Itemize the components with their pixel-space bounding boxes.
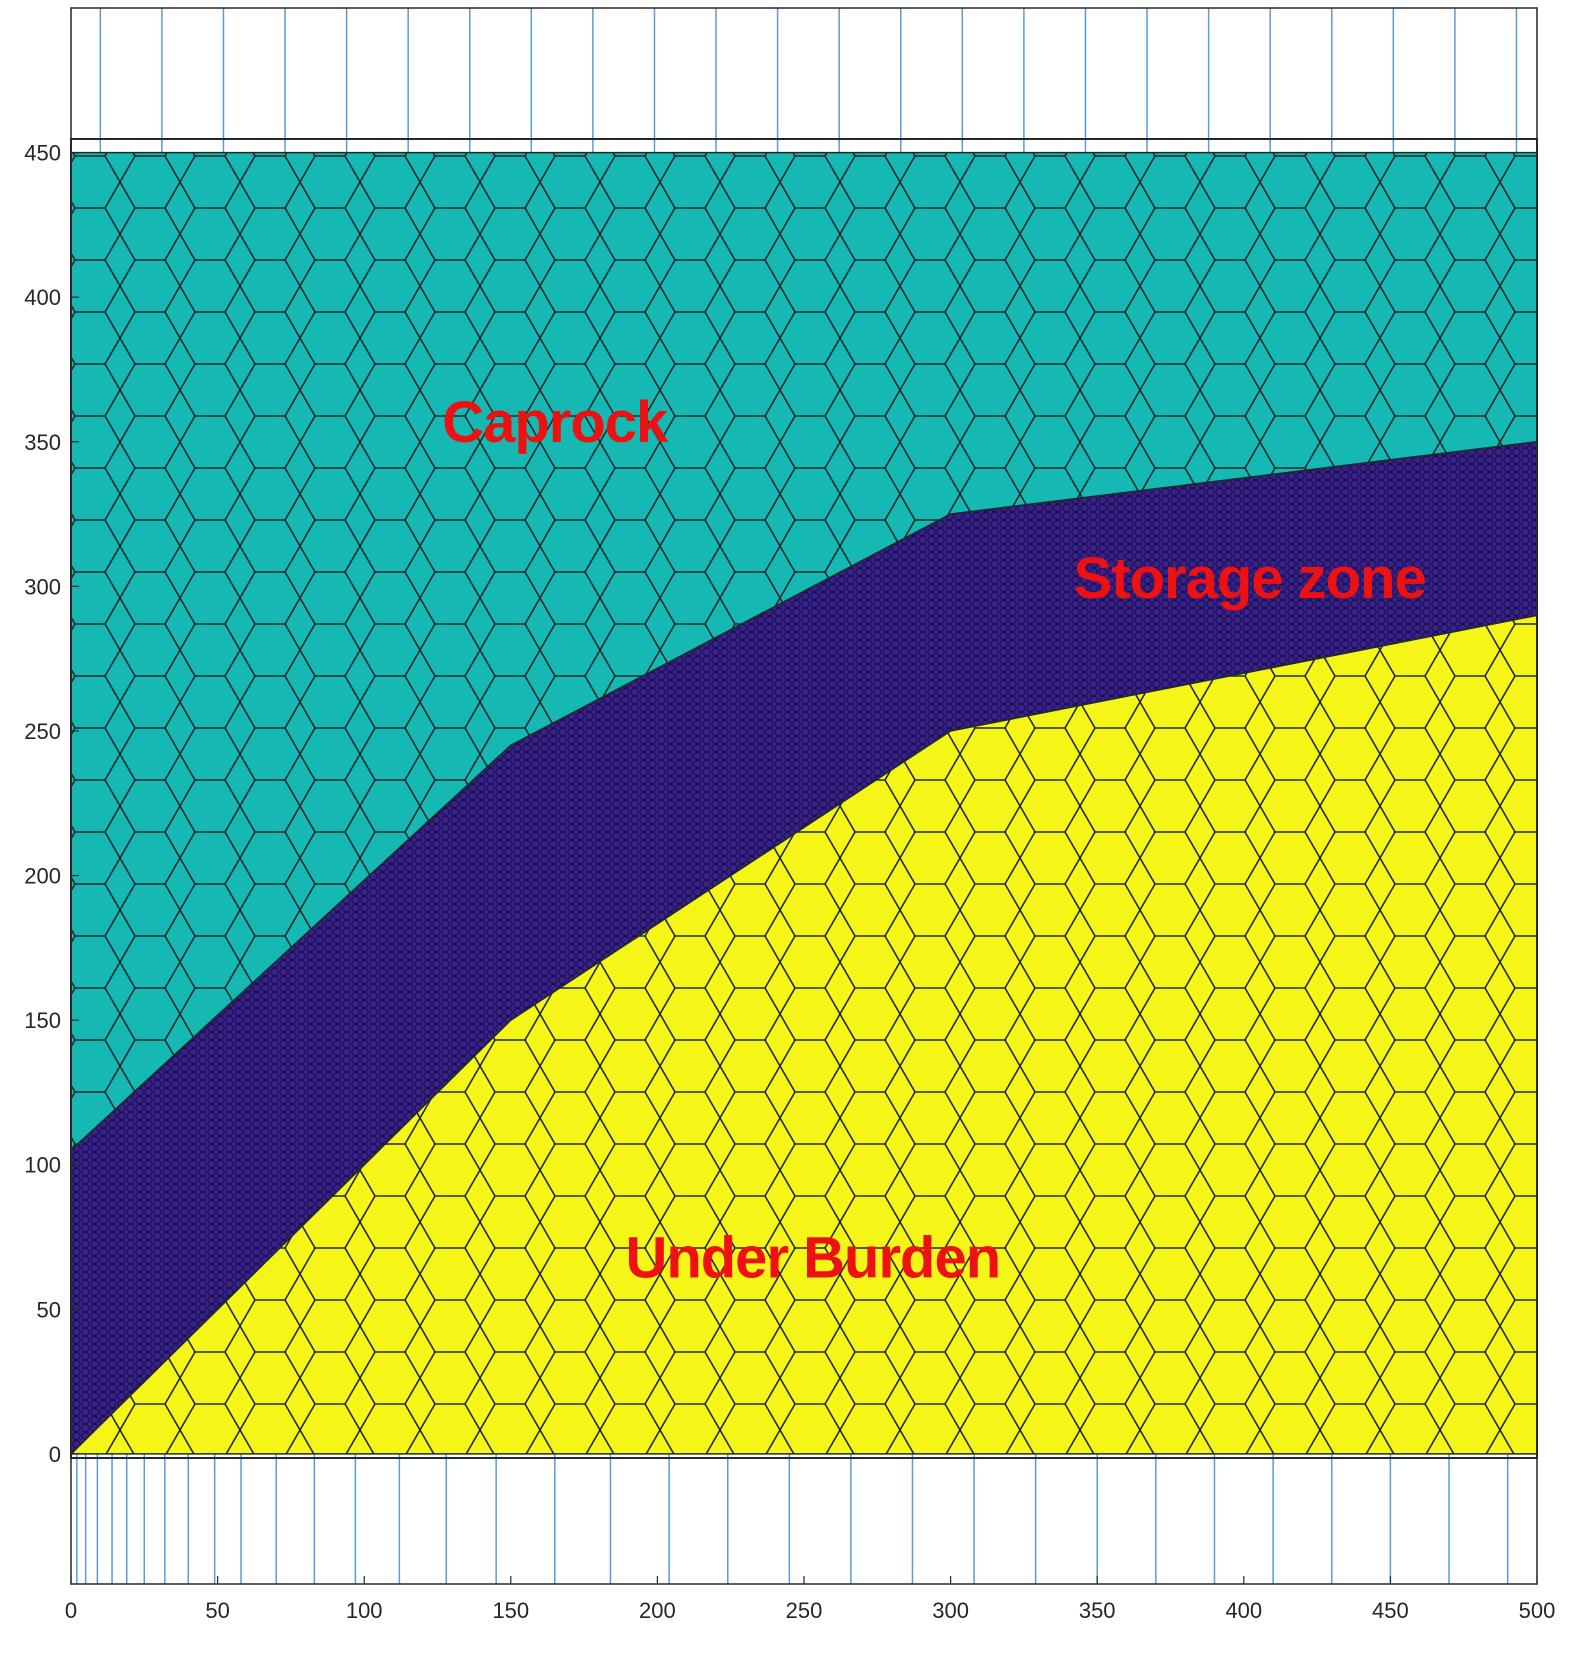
y-tick-label: 150 — [24, 1008, 61, 1033]
x-tick-label: 350 — [1079, 1598, 1116, 1623]
y-tick-label: 250 — [24, 719, 61, 744]
mesh-caprock — [71, 152, 1537, 1151]
y-tick-label: 50 — [37, 1297, 61, 1322]
mesh-under-burden — [71, 615, 1537, 1454]
x-tick-label: 50 — [205, 1598, 229, 1623]
y-axis: 0 50 100 150 200 250 300 350 400 450 — [24, 141, 79, 1467]
y-tick-label: 450 — [24, 141, 61, 166]
x-tick-label: 400 — [1225, 1598, 1262, 1623]
annotations-layer: Caprock Storage zone Under Burden — [442, 390, 1427, 1291]
x-axis: 0 50 100 150 200 250 300 350 400 450 500 — [65, 1576, 1555, 1623]
x-tick-label: 250 — [786, 1598, 823, 1623]
boundary-under-burden — [71, 614, 1537, 1455]
region-mesh-layer — [71, 151, 1537, 1455]
x-tick-label: 200 — [639, 1598, 676, 1623]
vertical-lines-top — [99, 8, 1518, 153]
x-tick-label: 500 — [1519, 1598, 1556, 1623]
y-tick-label: 300 — [24, 574, 61, 599]
y-tick-label: 350 — [24, 430, 61, 455]
x-tick-label: 150 — [492, 1598, 529, 1623]
y-tick-label: 100 — [24, 1153, 61, 1178]
x-tick-label: 100 — [346, 1598, 383, 1623]
y-tick-label: 400 — [24, 285, 61, 310]
mesh-storage-zone — [71, 441, 1537, 1454]
vertical-lines-bottom — [76, 1453, 1509, 1584]
x-tick-label: 0 — [65, 1598, 77, 1623]
label-caprock: Caprock — [442, 390, 669, 455]
x-tick-label: 300 — [932, 1598, 969, 1623]
x-tick-label: 450 — [1372, 1598, 1409, 1623]
label-storage-zone: Storage zone — [1074, 546, 1426, 611]
y-tick-label: 0 — [49, 1442, 61, 1467]
y-tick-label: 200 — [24, 864, 61, 889]
label-under-burden: Under Burden — [625, 1225, 1000, 1290]
